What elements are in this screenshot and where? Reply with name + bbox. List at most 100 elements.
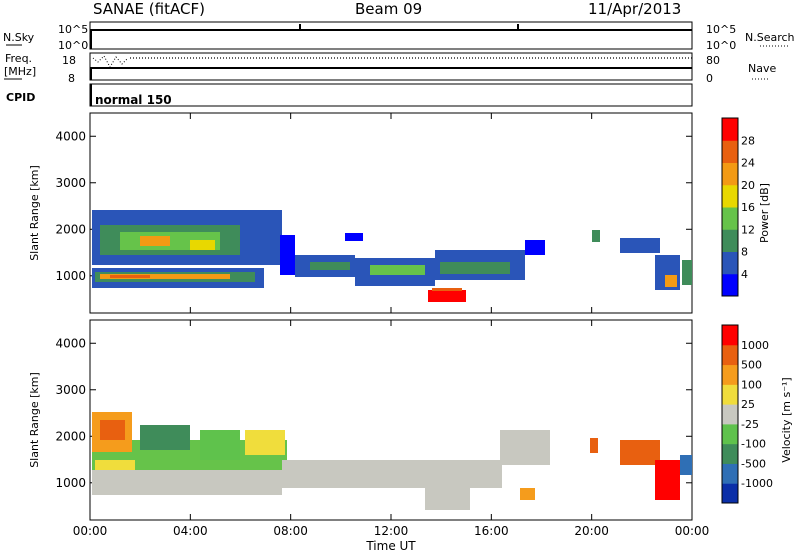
velocity-x-axis: 00:00 04:00 08:00 12:00 16:00 20:00 00:00 xyxy=(73,320,709,538)
power-ytick-label: 4000 xyxy=(55,129,86,143)
noise-tick-top-right: 10^5 xyxy=(706,23,736,36)
freq-tick-18: 18 xyxy=(62,54,76,67)
nave-tick-80: 80 xyxy=(706,54,720,67)
velocity-xtick-label: 08:00 xyxy=(273,524,308,538)
velocity-colorbar-tick: -25 xyxy=(741,418,759,431)
power-data-cells xyxy=(92,210,692,302)
power-ylabel: Slant Range [km] xyxy=(28,165,41,261)
power-ytick-label: 2000 xyxy=(55,222,86,236)
x-axis-label: Time UT xyxy=(365,539,416,553)
power-colorbar-tick: 4 xyxy=(741,268,748,281)
power-colorbar-tick: 24 xyxy=(741,157,755,170)
velocity-xtick-label: 00:00 xyxy=(73,524,108,538)
power-colorbar-swatch xyxy=(722,207,738,230)
power-colorbar-frame xyxy=(721,117,739,297)
station-title: SANAE (fitACF) xyxy=(93,0,205,18)
noise-panel: N.Sky 10^5 10^0 10^5 10^0 N.Search xyxy=(3,21,795,52)
power-cell xyxy=(592,230,600,242)
power-cell xyxy=(665,275,677,287)
freq-panel: Freq. [MHz] 18 8 80 0 Nave xyxy=(4,52,776,85)
velocity-colorbar-swatch xyxy=(722,384,738,405)
velocity-colorbar-swatch xyxy=(722,364,738,385)
nave-early-trace xyxy=(92,55,129,69)
velocity-cell xyxy=(680,455,692,475)
velocity-cell xyxy=(92,470,282,495)
velocity-cell xyxy=(425,485,470,510)
power-panel: Slant Range [km] 1000 2000 3000 4000 xyxy=(28,112,693,314)
velocity-ylabel: Slant Range [km] xyxy=(28,372,41,468)
power-cell xyxy=(682,260,692,285)
velocity-colorbar-tick: 25 xyxy=(741,398,755,411)
velocity-cell xyxy=(282,460,502,488)
power-colorbar-swatch xyxy=(722,162,738,186)
velocity-ytick-label: 4000 xyxy=(55,336,86,350)
power-cell xyxy=(140,236,170,246)
velocity-colorbar-label: Velocity [m s⁻¹] xyxy=(780,377,793,462)
velocity-ytick-label: 1000 xyxy=(55,476,86,490)
velocity-cell xyxy=(520,488,535,500)
noise-tick-top: 10^5 xyxy=(58,23,88,36)
date-title: 11/Apr/2013 xyxy=(588,0,682,18)
power-colorbar-label: Power [dB] xyxy=(758,183,771,243)
velocity-xtick-label: 12:00 xyxy=(374,524,409,538)
power-cell xyxy=(428,290,466,302)
power-cell xyxy=(310,262,350,270)
velocity-colorbar-tick: -1000 xyxy=(741,477,773,490)
power-ytick-label: 3000 xyxy=(55,176,86,190)
velocity-cell xyxy=(95,460,135,470)
velocity-colorbar-swatch xyxy=(722,483,738,504)
velocity-xtick-label: 04:00 xyxy=(173,524,208,538)
velocity-colorbar-tick: 1000 xyxy=(741,339,769,352)
velocity-colorbar-tick: -100 xyxy=(741,438,766,451)
power-cell xyxy=(345,233,363,241)
power-colorbar-swatch xyxy=(722,273,738,297)
cpid-label: CPID xyxy=(6,91,35,104)
velocity-colorbar-swatch xyxy=(722,463,738,484)
velocity-cell xyxy=(500,430,550,465)
noise-tick-bottom-right: 10^0 xyxy=(706,39,736,52)
power-colorbar-swatch xyxy=(722,140,738,163)
power-cell xyxy=(432,288,462,291)
power-colorbar: 4 8 12 16 20 24 28 xyxy=(721,117,755,297)
velocity-cell xyxy=(200,430,240,460)
velocity-colorbar-swatch xyxy=(722,344,738,366)
velocity-colorbar-tick: -500 xyxy=(741,457,766,470)
velocity-cell xyxy=(655,460,680,500)
velocity-cell xyxy=(140,425,190,450)
velocity-ytick-label: 3000 xyxy=(55,383,86,397)
power-ytick-label: 1000 xyxy=(55,269,86,283)
power-cell xyxy=(440,262,510,274)
noise-trace xyxy=(90,29,692,49)
freq-tick-8: 8 xyxy=(68,72,75,85)
noise-left-label: N.Sky xyxy=(3,31,35,44)
power-colorbar-swatch xyxy=(722,184,738,208)
velocity-colorbar-swatch xyxy=(722,404,738,425)
noise-right-label: N.Search xyxy=(745,31,795,44)
velocity-cell xyxy=(245,430,285,455)
velocity-cell xyxy=(100,420,125,440)
power-colorbar-swatch xyxy=(722,229,738,252)
cpid-panel: CPID normal 150 xyxy=(6,83,693,107)
velocity-colorbar-swatch xyxy=(722,423,738,445)
power-cell xyxy=(620,238,660,253)
power-colorbar-tick: 8 xyxy=(741,246,748,259)
power-cell xyxy=(110,275,150,278)
power-cell xyxy=(370,265,425,275)
freq-label-2: [MHz] xyxy=(4,65,36,78)
freq-trace xyxy=(90,67,692,80)
power-cell xyxy=(100,274,230,279)
velocity-y-axis: 1000 2000 3000 4000 xyxy=(55,336,692,490)
power-cell xyxy=(190,240,215,250)
cpid-mode: normal 150 xyxy=(95,93,172,107)
nave-tick-0: 0 xyxy=(706,72,713,85)
beam-title: Beam 09 xyxy=(355,0,423,18)
velocity-xtick-label: 20:00 xyxy=(574,524,609,538)
power-colorbar-tick: 20 xyxy=(741,179,755,192)
power-cell xyxy=(280,235,295,275)
velocity-xtick-label: 16:00 xyxy=(474,524,509,538)
power-cell xyxy=(525,240,545,255)
velocity-colorbar-tick: 100 xyxy=(741,378,762,391)
power-colorbar-tick: 16 xyxy=(741,201,755,214)
velocity-colorbar-swatch xyxy=(722,443,738,464)
